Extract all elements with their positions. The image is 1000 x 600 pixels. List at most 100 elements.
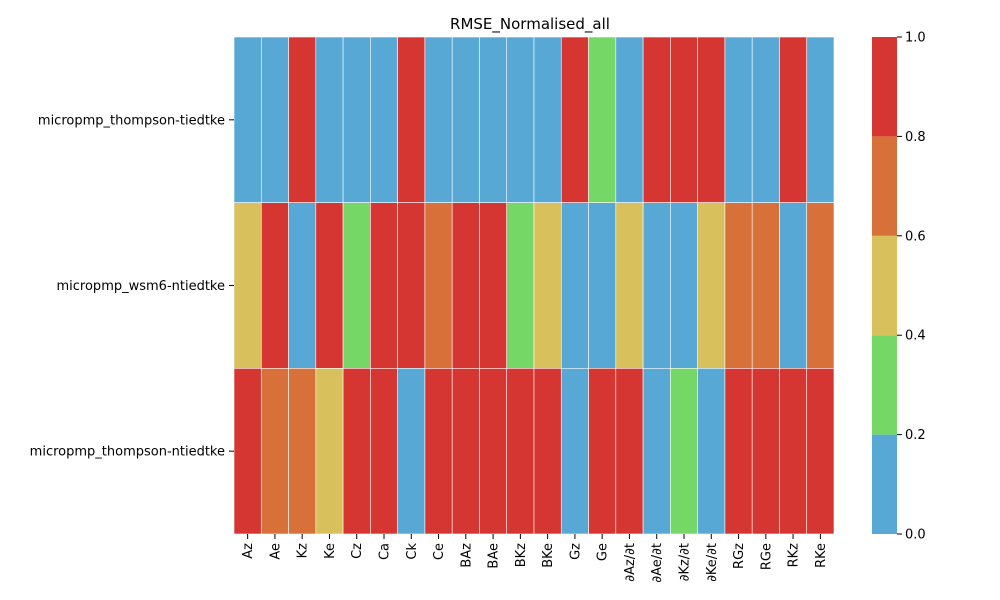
heatmap-cell <box>260 368 289 535</box>
heatmap-cell <box>315 368 344 535</box>
colorbar-tick-label: 1.0 <box>905 31 926 46</box>
column-label: BKe <box>541 543 556 568</box>
column-label: Ge <box>596 543 611 561</box>
heatmap-cell <box>560 36 589 203</box>
heatmap-cell <box>397 368 426 535</box>
heatmap-cell <box>451 36 480 203</box>
column-label: RGz <box>732 543 747 569</box>
heatmap-cell <box>533 36 562 203</box>
colorbar-segment <box>872 136 897 236</box>
column-label: RKe <box>814 543 829 568</box>
column-label: Ck <box>405 543 420 560</box>
colorbar-tick-label: 0.4 <box>905 329 926 344</box>
column-label: Ke <box>323 543 338 559</box>
heatmap-cell <box>451 368 480 535</box>
column-label: BAz <box>459 543 474 568</box>
heatmap-cell <box>615 36 644 203</box>
heatmap-cell <box>233 202 262 369</box>
column-label: ∂Kz/∂t <box>678 543 693 581</box>
colorbar-segment <box>872 335 897 435</box>
column-label: Ce <box>432 543 447 560</box>
row-label: micropmp_thompson-ntiedtke <box>30 445 225 460</box>
heatmap-cell <box>670 202 698 369</box>
heatmap-cell <box>342 202 371 369</box>
heatmap-cell <box>315 36 344 203</box>
heatmap-cell <box>697 202 726 369</box>
column-label: Cz <box>350 543 365 559</box>
heatmap-cell <box>588 36 617 203</box>
heatmap-cell <box>697 36 726 203</box>
colorbar-tick-label: 0.6 <box>905 229 926 244</box>
column-label: Ca <box>378 543 393 560</box>
heatmap-cell <box>424 368 453 535</box>
colorbar-segment <box>872 434 897 534</box>
column-label: Ae <box>268 543 283 560</box>
heatmap-cell <box>288 36 317 203</box>
heatmap-cell <box>342 36 371 203</box>
heatmap-cell <box>260 36 289 203</box>
heatmap-cell <box>588 202 617 369</box>
heatmap-cell <box>370 36 398 203</box>
heatmap-cell <box>479 36 508 203</box>
heatmap-cell <box>260 202 289 369</box>
row-labels: micropmp_thompson-tiedtke micropmp_wsm6-n… <box>30 113 234 460</box>
heatmap-cell <box>724 36 753 203</box>
heatmap-cell <box>670 36 698 203</box>
column-label: Az <box>241 543 256 559</box>
chart-title: RMSE_Normalised_all <box>450 15 610 34</box>
heatmap-cell <box>424 202 453 369</box>
heatmap-cell <box>533 368 562 535</box>
heatmap-cell <box>533 202 562 369</box>
heatmap-cell <box>560 202 589 369</box>
column-label: BKz <box>514 543 529 567</box>
heatmap-cell <box>724 202 753 369</box>
column-label: Kz <box>296 543 311 559</box>
heatmap-cell <box>806 368 835 535</box>
column-label: Gz <box>568 543 583 560</box>
heatmap-cell <box>424 36 453 203</box>
column-labels: Az Ae Kz Ke Cz Ca Ck Ce BAz BAe BKz BKe Gz Ge ∂Az/∂t ∂A… <box>241 534 829 583</box>
heatmap-cell <box>233 368 262 535</box>
column-label: RKz <box>787 543 802 568</box>
column-label: ∂Az/∂t <box>623 543 638 582</box>
heatmap-cell <box>751 368 780 535</box>
colorbar-segment <box>872 235 897 336</box>
column-label: ∂Ae/∂t <box>650 543 665 583</box>
heatmap-cell <box>397 36 426 203</box>
heatmap-cell <box>642 36 671 203</box>
heatmap-cell <box>370 202 398 369</box>
heatmap-cell <box>697 368 726 535</box>
heatmap-cell <box>615 202 644 369</box>
colorbar: 0.0 0.2 0.4 0.6 0.8 1.0 <box>872 31 926 543</box>
heatmap-cell <box>642 202 671 369</box>
row-label: micropmp_thompson-tiedtke <box>38 113 225 128</box>
heatmap-cell <box>779 368 808 535</box>
column-label: RGe <box>759 543 774 570</box>
heatmap-cell <box>642 368 671 535</box>
heatmap-cell <box>451 202 480 369</box>
heatmap-cell <box>506 368 535 535</box>
heatmap-cell <box>288 202 317 369</box>
column-label: BAe <box>487 543 502 569</box>
heatmap-cell <box>560 368 589 535</box>
colorbar-tick-label: 0.0 <box>905 528 926 543</box>
heatmap-cell <box>342 368 371 535</box>
heatmap-cell <box>806 36 835 203</box>
heatmap-cell <box>751 202 780 369</box>
heatmap-cell <box>506 36 535 203</box>
column-label: ∂Ke/∂t <box>705 543 720 582</box>
heatmap-cells <box>233 36 835 535</box>
heatmap-cell <box>779 202 808 369</box>
heatmap-cell <box>506 202 535 369</box>
colorbar-tick-label: 0.8 <box>905 130 926 145</box>
heatmap-cell <box>751 36 780 203</box>
heatmap-cell <box>779 36 808 203</box>
heatmap-cell <box>479 202 508 369</box>
colorbar-segment <box>872 37 897 137</box>
heatmap-cell <box>724 368 753 535</box>
heatmap-cell <box>479 368 508 535</box>
heatmap-cell <box>670 368 698 535</box>
heatmap-cell <box>315 202 344 369</box>
heatmap-cell <box>588 368 617 535</box>
